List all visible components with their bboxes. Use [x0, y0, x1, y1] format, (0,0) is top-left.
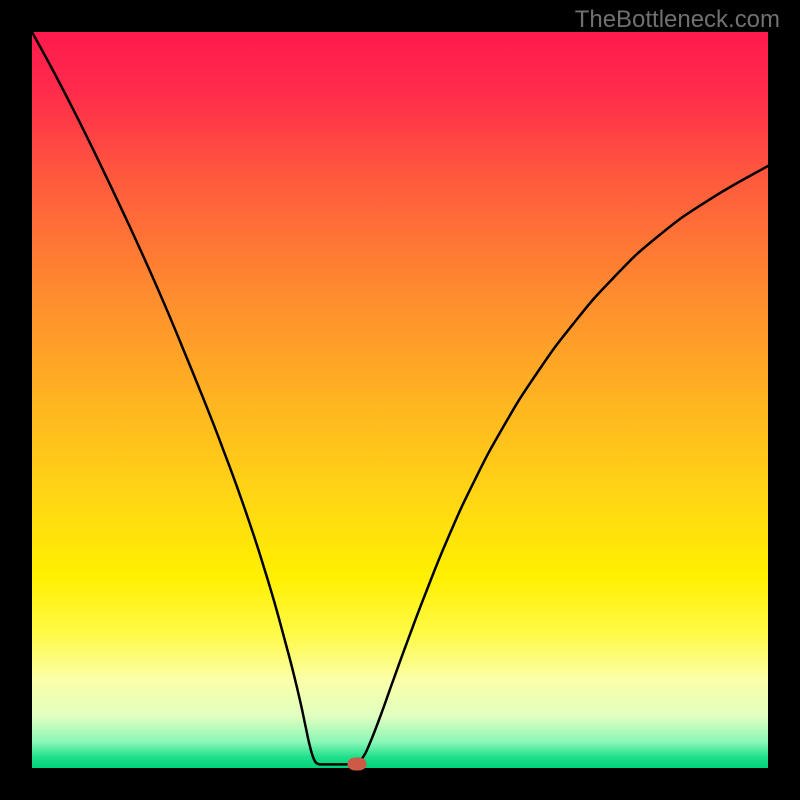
chart-canvas: TheBottleneck.com: [0, 0, 800, 800]
plot-area: [32, 32, 768, 768]
watermark-text: TheBottleneck.com: [575, 6, 780, 34]
optimum-marker: [347, 757, 367, 771]
bottleneck-curve: [32, 32, 768, 768]
